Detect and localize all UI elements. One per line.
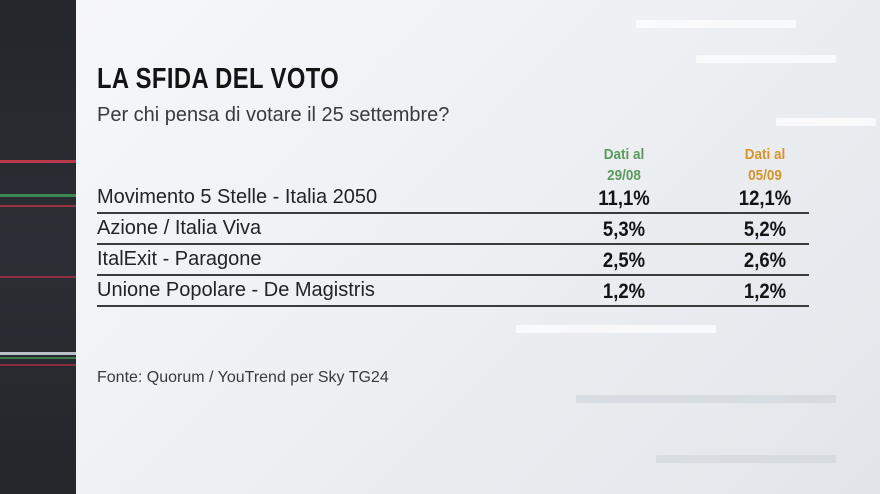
- bg-streak: [636, 20, 796, 28]
- stripe-red-4: [0, 364, 76, 366]
- value-0509: 1,2%: [743, 280, 787, 303]
- table-row: Azione / Italia Viva 5,3% 5,2%: [97, 214, 809, 245]
- party-name: Movimento 5 Stelle - Italia 2050: [97, 186, 378, 208]
- bg-streak: [656, 455, 836, 463]
- value-2908: 1,2%: [602, 280, 646, 303]
- column-header-0509: Dati al 05/09: [729, 144, 801, 186]
- graphic-panel: LA SFIDA DEL VOTO Per chi pensa di votar…: [76, 0, 880, 494]
- column-header-line2: 29/08: [607, 167, 641, 184]
- bg-streak: [696, 55, 836, 63]
- column-header-2908: Dati al 29/08: [588, 144, 660, 186]
- value-0509: 2,6%: [743, 249, 787, 272]
- column-header-line2: 05/09: [748, 167, 782, 184]
- value-2908: 11,1%: [598, 187, 650, 210]
- bg-streak: [776, 118, 876, 126]
- column-header-line1: Dati al: [603, 146, 645, 163]
- column-header-line1: Dati al: [744, 146, 786, 163]
- value-0509: 5,2%: [743, 218, 787, 241]
- party-name: Azione / Italia Viva: [97, 217, 262, 239]
- source-note: Fonte: Quorum / YouTrend per Sky TG24: [97, 369, 389, 386]
- stripe-white: [0, 352, 76, 355]
- bg-streak: [576, 395, 836, 403]
- side-decoration-strip: [0, 0, 76, 494]
- party-name: Unione Popolare - De Magistris: [97, 279, 375, 301]
- table-row: Movimento 5 Stelle - Italia 2050 11,1% 1…: [97, 183, 809, 214]
- table-row: ItalExit - Paragone 2,5% 2,6%: [97, 245, 809, 276]
- stripe-red-3: [0, 276, 76, 278]
- table-row: Unione Popolare - De Magistris 1,2% 1,2%: [97, 276, 809, 307]
- value-0509: 12,1%: [738, 187, 792, 210]
- value-2908: 2,5%: [602, 249, 646, 272]
- party-name: ItalExit - Paragone: [97, 248, 262, 270]
- value-2908: 5,3%: [602, 218, 646, 241]
- page-subtitle: Per chi pensa di votare il 25 settembre?: [97, 104, 450, 126]
- stripe-red: [0, 160, 76, 163]
- stripe-green-2: [0, 357, 76, 359]
- stripe-red-2: [0, 205, 76, 207]
- stripe-green: [0, 194, 76, 197]
- page-title: LA SFIDA DEL VOTO: [97, 63, 340, 95]
- bg-streak: [516, 325, 716, 333]
- results-table: Movimento 5 Stelle - Italia 2050 11,1% 1…: [97, 183, 809, 307]
